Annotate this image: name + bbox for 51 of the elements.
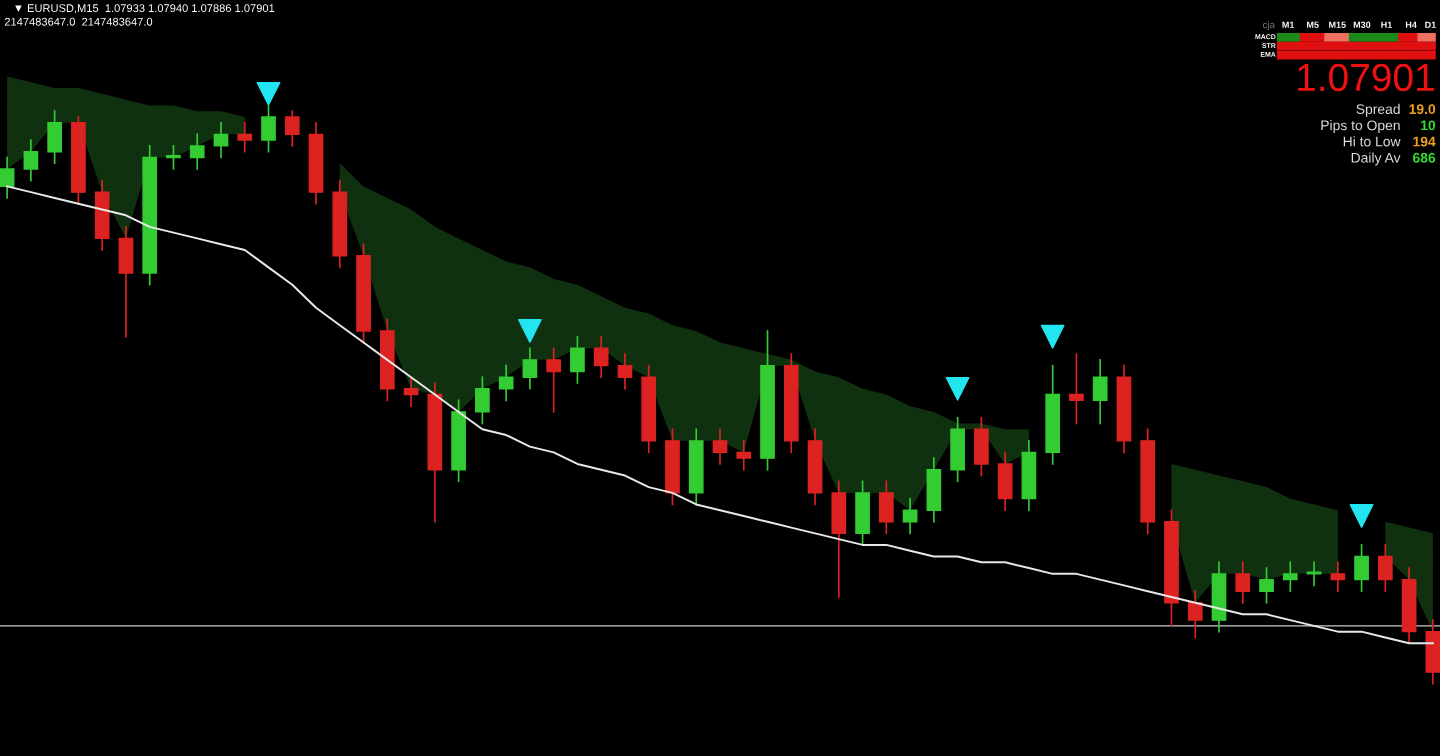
candlestick bbox=[189, 133, 205, 170]
candlestick bbox=[593, 335, 609, 379]
candlestick bbox=[403, 376, 419, 407]
candlestick bbox=[1187, 590, 1203, 639]
annotation: 194 bbox=[1413, 136, 1436, 147]
annotation: 10 bbox=[1421, 120, 1436, 131]
candlestick bbox=[166, 145, 181, 170]
candlestick bbox=[617, 353, 633, 390]
point bbox=[1349, 504, 1374, 528]
point bbox=[1040, 324, 1065, 349]
candlestick bbox=[1377, 544, 1393, 593]
candlestick bbox=[736, 439, 752, 471]
candlestick bbox=[0, 156, 15, 199]
annotation: 19.0 bbox=[1409, 104, 1436, 115]
text: M1 bbox=[1282, 21, 1295, 28]
candlestick bbox=[284, 110, 300, 147]
candlestick bbox=[1069, 353, 1084, 425]
point bbox=[518, 319, 542, 343]
candlestick bbox=[237, 121, 253, 153]
annotation: Pips to Open bbox=[1321, 120, 1400, 133]
candlestick bbox=[570, 335, 585, 384]
annotation: 686 bbox=[1413, 152, 1436, 163]
candlestick bbox=[1282, 561, 1298, 593]
text: M15 bbox=[1329, 21, 1346, 28]
chart-title: ▼ EURUSD,M15 1.07933 1.07940 1.07886 1.07901 bbox=[15, 4, 275, 14]
text: cja bbox=[1262, 21, 1275, 31]
point bbox=[945, 376, 970, 401]
text: M5 bbox=[1307, 21, 1319, 28]
point bbox=[256, 81, 281, 106]
candlestick bbox=[546, 347, 562, 413]
candlestick bbox=[213, 121, 229, 159]
candlestick bbox=[1306, 561, 1322, 587]
candlestick bbox=[712, 428, 728, 465]
candlestick bbox=[261, 104, 276, 153]
candlestick bbox=[1092, 359, 1108, 425]
text: H1 bbox=[1381, 21, 1393, 28]
candlestick bbox=[1330, 561, 1346, 593]
candlestick bbox=[23, 139, 39, 182]
chart-subtitle: 2147483647.0 2147483647.0 bbox=[4, 17, 153, 26]
candlestick bbox=[1354, 544, 1369, 593]
annotation: Spread bbox=[1356, 103, 1400, 117]
annotation: Daily Av bbox=[1351, 152, 1401, 166]
text: 1.07901 bbox=[1298, 63, 1434, 92]
text: H4 bbox=[1405, 21, 1417, 28]
candlestick bbox=[475, 376, 490, 425]
text: M30 bbox=[1353, 21, 1371, 28]
candlestick bbox=[1259, 567, 1274, 604]
candlestick bbox=[1235, 561, 1251, 604]
candlestick bbox=[522, 347, 538, 390]
text: D1 bbox=[1425, 21, 1436, 28]
annotation: Hi to Low bbox=[1343, 136, 1401, 147]
